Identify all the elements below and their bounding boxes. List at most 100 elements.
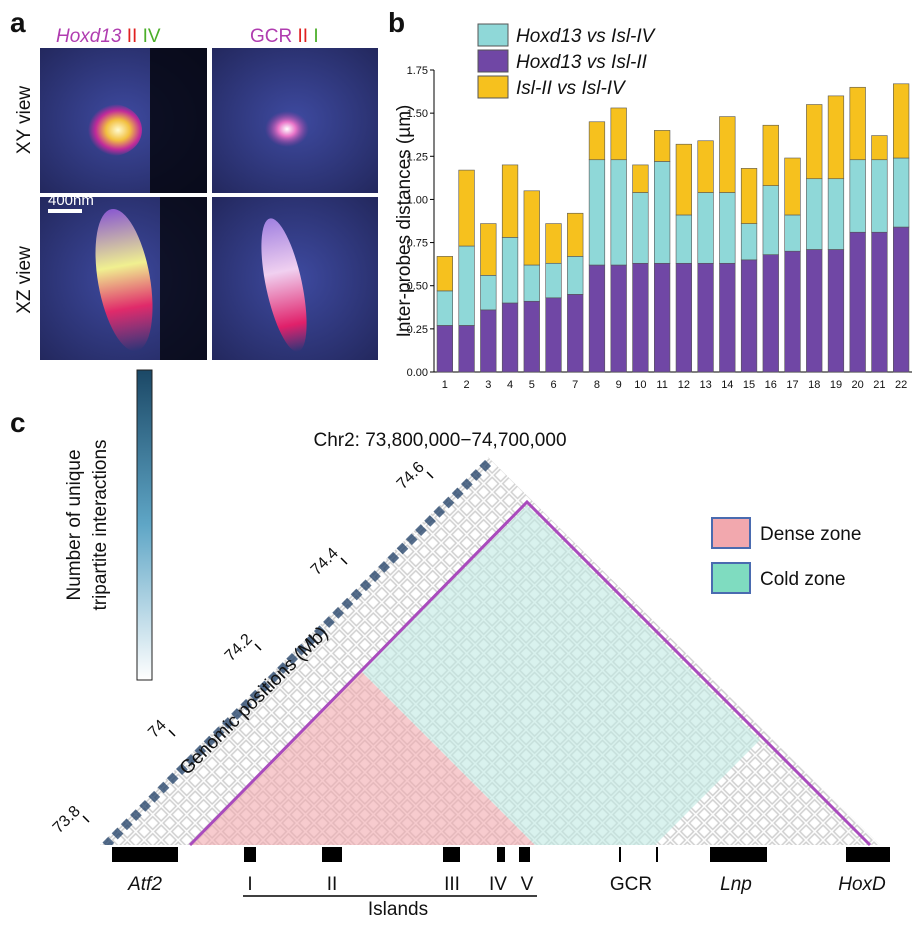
gene: [322, 847, 342, 862]
legend-swatch: [711, 517, 751, 549]
colorbar: [136, 369, 153, 681]
cold-zone: [362, 505, 760, 845]
bar-segment: [436, 325, 453, 373]
bar-segment: [740, 168, 758, 224]
position-label: 74: [145, 717, 170, 742]
x-tick-label: 14: [721, 379, 733, 391]
panel-label: a: [10, 7, 26, 38]
probe: Hoxd13: [56, 26, 122, 47]
bar-segment: [501, 237, 519, 304]
legend-label: Hoxd13 vs Isl-IV: [516, 26, 657, 47]
bar-segment: [501, 302, 519, 373]
bar-segment: [719, 192, 736, 264]
colorbar-label: tripartite interactions: [90, 439, 111, 610]
bar-segment: [697, 140, 714, 193]
gene: [244, 847, 256, 862]
bar-segment: [567, 212, 584, 257]
bar-segment: [458, 245, 475, 326]
x-tick-label: 8: [594, 379, 600, 391]
dense-zone: [190, 672, 535, 845]
probe: GCR: [250, 26, 292, 47]
gene: [619, 847, 621, 862]
bar-segment: [675, 214, 692, 264]
bar-segment: [675, 143, 692, 216]
column-title: Hoxd13 II IV: [56, 26, 161, 47]
row-label: XY view: [14, 86, 35, 155]
legend-label: Hoxd13 vs Isl-II: [516, 52, 648, 73]
bar-segment: [719, 262, 736, 373]
gene: [710, 847, 767, 862]
legend-label: Dense zone: [760, 524, 861, 545]
position-label: 74.6: [394, 459, 428, 493]
bar-segment: [458, 325, 475, 373]
bar-segment: [697, 192, 714, 264]
colorbar-label: Number of unique: [64, 449, 85, 600]
y-tick-label: 1.00: [407, 194, 428, 206]
bar-segment: [545, 262, 562, 299]
spot: [265, 111, 309, 147]
bar-segment: [806, 249, 823, 373]
bar-segment: [784, 250, 801, 373]
bar-segment: [871, 231, 888, 373]
bar-segment: [458, 169, 475, 247]
bar-segment: [784, 157, 801, 216]
position-tick: [254, 643, 262, 651]
x-tick-label: 5: [529, 379, 535, 391]
gene-label: I: [247, 874, 252, 895]
probe: I: [313, 26, 318, 47]
position-tick: [168, 729, 176, 737]
bar-segment: [632, 164, 649, 193]
panel-label: b: [388, 7, 405, 38]
probe: II: [298, 26, 309, 47]
bar-segment: [610, 107, 627, 161]
x-tick-label: 22: [895, 379, 907, 391]
gene: [656, 847, 658, 862]
y-tick-label: 0.00: [407, 367, 428, 379]
bar-segment: [762, 185, 779, 255]
x-tick-label: 7: [572, 379, 578, 391]
bar-segment: [610, 159, 627, 266]
scale-label: 400nm: [48, 192, 94, 209]
bar-segment: [545, 223, 562, 264]
legend-swatch: [711, 562, 751, 594]
heatmap: [100, 457, 880, 845]
gene-label: III: [444, 874, 460, 895]
bar-segment: [827, 249, 845, 373]
bar-segment: [654, 262, 671, 373]
bar-segment: [740, 259, 758, 373]
bar-segment: [827, 95, 845, 180]
group-label: Islands: [368, 899, 428, 920]
bar-segment: [501, 164, 519, 238]
legend-swatch: [477, 75, 509, 99]
y-tick-label: 0.50: [407, 281, 428, 293]
spot: [261, 218, 307, 352]
gene: [497, 847, 505, 862]
probe: IV: [143, 26, 161, 47]
bar-segment: [654, 130, 671, 162]
bar-segment: [849, 159, 866, 233]
y-tick-label: 1.25: [407, 151, 428, 163]
bar-segment: [567, 256, 584, 295]
zone-outline: [188, 499, 872, 847]
image: [150, 48, 207, 193]
image: [160, 197, 207, 360]
gene: [112, 847, 178, 862]
x-tick-label: 17: [786, 379, 798, 391]
bar-segment: [480, 309, 497, 373]
heatmap-title: Chr2: 73,800,000−74,700,000: [313, 430, 566, 451]
y-axis-label: Inter-probes distances (µm): [394, 105, 415, 338]
bar-segment: [849, 231, 866, 373]
x-tick-label: 11: [656, 379, 667, 391]
bar-chart: 0.000.250.500.751.001.251.501.751 2 3 4 5 6 7 8…: [407, 23, 912, 391]
x-tick-label: 3: [485, 379, 491, 391]
gene: [443, 847, 460, 862]
bar-segment: [893, 157, 910, 228]
legend-swatch: [477, 23, 509, 47]
legend-swatch: [477, 49, 509, 73]
bar-segment: [762, 254, 779, 373]
panel-label: c: [10, 407, 26, 438]
x-tick-label: 6: [550, 379, 556, 391]
bar-segment: [588, 159, 606, 266]
bar-segment: [610, 264, 627, 373]
